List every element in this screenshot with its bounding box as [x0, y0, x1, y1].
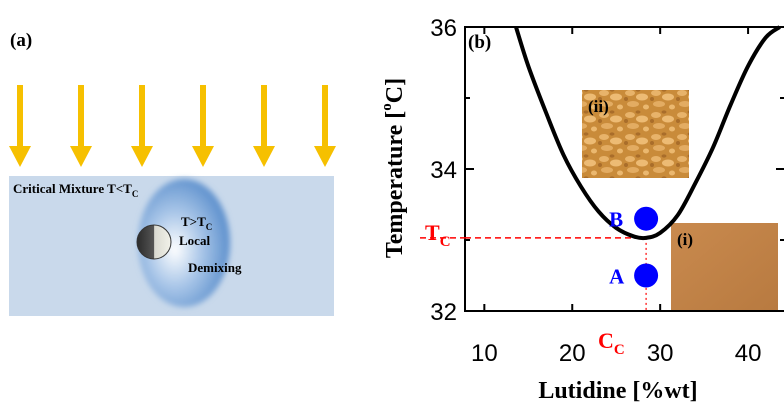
- cc-label-sub: C: [614, 342, 625, 358]
- bubble-line3: Demixing: [188, 260, 242, 275]
- y-axis-label: Temperature [oC]: [379, 78, 408, 258]
- inset-i: (i): [671, 223, 778, 310]
- axis-ticks: 10 20 30 40 32 34 36: [430, 15, 784, 367]
- panel-b-label: (b): [468, 32, 491, 53]
- bubble-line1-main: T>T: [181, 214, 206, 229]
- y-tick-label: 36: [430, 15, 457, 42]
- coexistence-curve: [514, 25, 781, 241]
- cc-label-main: C: [598, 328, 614, 353]
- state-point-a: [634, 263, 659, 288]
- y-axis-label-main: Temperature [: [382, 111, 408, 258]
- y-tick-label: 34: [430, 157, 457, 184]
- down-arrow-icon: [70, 85, 92, 167]
- x-tick-label: 10: [471, 340, 498, 367]
- x-axis-label: Lutidine [%wt]: [538, 378, 697, 404]
- down-arrow-icon: [131, 85, 153, 167]
- state-point-label: B: [609, 208, 623, 232]
- down-arrow-icon: [192, 85, 214, 167]
- x-tick-label: 30: [647, 340, 674, 367]
- cc-label: CC: [598, 328, 625, 358]
- mixture-label: Critical Mixture T<TC: [13, 181, 138, 199]
- local-demixing-bubble: [138, 179, 230, 307]
- y-axis-label-degree: o: [379, 103, 395, 111]
- tc-label-main: T: [425, 220, 440, 245]
- state-point-b: [634, 206, 659, 231]
- panel-a-label: (a): [10, 30, 32, 51]
- x-tick-label: 20: [559, 340, 586, 367]
- bubble-line1: T>TC: [181, 214, 212, 232]
- down-arrow-icon: [253, 85, 275, 167]
- down-arrow-icon: [9, 85, 31, 167]
- tc-label: TC: [425, 220, 451, 250]
- x-tick-label: 40: [735, 340, 762, 367]
- mixture-label-main: Critical Mixture T<T: [13, 181, 132, 196]
- inset-i-label: (i): [677, 230, 693, 249]
- inset-ii-label: (ii): [588, 97, 609, 116]
- inset-ii-image: [582, 90, 689, 178]
- down-arrow-icon: [314, 85, 336, 167]
- state-points: BA: [609, 206, 659, 289]
- panel-a: (a) Critical Mixture T<TC T>TC Local Dem…: [9, 30, 336, 316]
- inset-i-image: [671, 223, 778, 310]
- janus-particle: [136, 224, 172, 260]
- state-point-label: A: [609, 265, 625, 289]
- inset-ii: (ii): [582, 90, 689, 178]
- incident-light-arrows: [9, 85, 336, 167]
- y-tick-label: 32: [430, 299, 457, 326]
- y-axis-label-unit: C]: [382, 78, 408, 103]
- mixture-label-sub: C: [132, 189, 139, 199]
- bubble-line2: Local: [179, 233, 210, 248]
- tc-label-sub: C: [440, 234, 451, 250]
- bubble-line1-sub: C: [206, 222, 213, 232]
